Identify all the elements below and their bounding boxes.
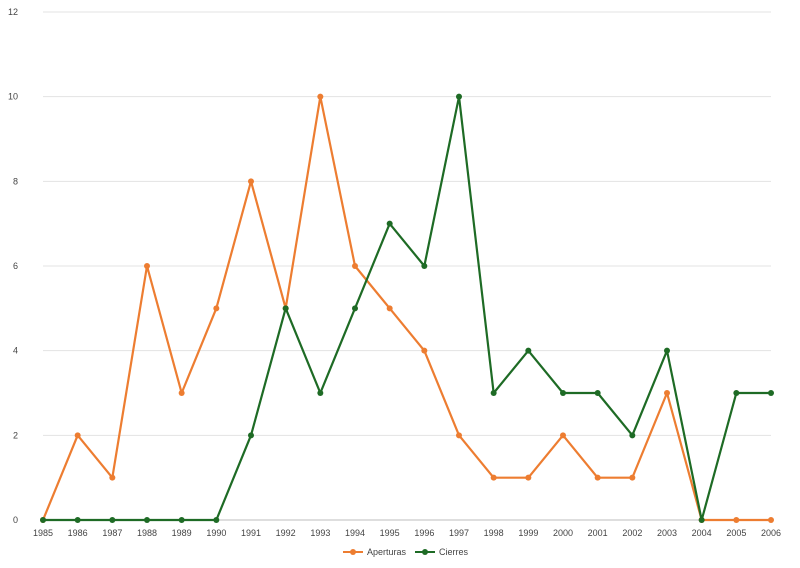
data-point — [213, 517, 220, 523]
data-point — [490, 474, 497, 481]
data-point — [317, 93, 324, 100]
y-tick-label: 8 — [13, 176, 18, 186]
data-point — [178, 390, 185, 396]
x-tick-label: 2003 — [657, 528, 677, 538]
x-tick-label: 2002 — [622, 528, 642, 538]
y-axis-ticks: 0 2 4 6 8 10 12 — [8, 7, 18, 525]
data-point — [664, 390, 670, 396]
data-point — [40, 517, 46, 523]
data-point — [144, 517, 150, 523]
series-line — [41, 95, 773, 522]
x-tick-label: 2005 — [726, 528, 746, 538]
data-point — [178, 517, 185, 523]
y-tick-label: 6 — [13, 261, 18, 271]
data-point — [352, 305, 358, 312]
y-tick-label: 10 — [8, 92, 18, 102]
x-tick-label: 1987 — [102, 528, 122, 538]
data-point — [282, 305, 289, 312]
x-tick-label: 1985 — [33, 528, 53, 538]
x-tick-label: 2000 — [553, 528, 573, 538]
x-tick-label: 2001 — [588, 528, 608, 538]
series-line — [41, 95, 773, 522]
x-tick-label: 1998 — [484, 528, 504, 538]
data-point — [386, 305, 393, 312]
gridlines — [43, 11, 771, 521]
data-point — [664, 347, 670, 354]
y-tick-label: 4 — [13, 346, 18, 356]
series-cierres — [40, 93, 774, 523]
data-point — [594, 474, 601, 481]
data-point — [733, 517, 740, 523]
legend-item: Aperturas — [343, 547, 407, 557]
data-point — [109, 474, 116, 481]
data-point — [456, 93, 462, 100]
data-point — [490, 390, 497, 396]
legend-marker — [350, 549, 356, 555]
data-point — [629, 432, 636, 439]
data-point — [456, 432, 462, 439]
data-point — [594, 390, 601, 396]
data-point — [109, 517, 116, 523]
data-point — [560, 432, 566, 439]
series-aperturas — [40, 93, 774, 523]
data-point — [733, 390, 740, 396]
x-tick-label: 1992 — [276, 528, 296, 538]
data-point — [213, 305, 220, 312]
x-tick-label: 2004 — [692, 528, 712, 538]
data-point — [144, 263, 150, 269]
data-point — [421, 347, 428, 354]
x-tick-label: 1996 — [414, 528, 434, 538]
data-point — [768, 390, 774, 396]
series-lines — [40, 93, 774, 523]
x-tick-label: 1989 — [172, 528, 192, 538]
x-tick-label: 1993 — [310, 528, 330, 538]
x-tick-label: 1988 — [137, 528, 157, 538]
x-tick-label: 1999 — [518, 528, 538, 538]
legend-marker — [422, 549, 428, 555]
legend-label: Aperturas — [367, 547, 407, 557]
x-tick-label: 1997 — [449, 528, 469, 538]
y-tick-label: 12 — [8, 7, 18, 17]
x-tick-label: 2006 — [761, 528, 781, 538]
data-point — [248, 432, 254, 439]
legend-label: Cierres — [439, 547, 469, 557]
data-point — [629, 474, 636, 481]
data-point — [525, 347, 532, 354]
data-point — [525, 474, 532, 481]
legend: Aperturas Cierres — [343, 547, 469, 557]
data-point — [317, 390, 324, 396]
x-tick-label: 1994 — [345, 528, 365, 538]
legend-item: Cierres — [415, 547, 469, 557]
x-tick-label: 1986 — [68, 528, 88, 538]
data-point — [386, 220, 393, 227]
data-point — [698, 517, 705, 523]
x-axis-ticks: 1985 1986 1987 1988 1989 1990 1991 1992 1993 1994… — [33, 528, 781, 538]
data-point — [768, 517, 774, 523]
x-tick-label: 1995 — [380, 528, 400, 538]
y-tick-label: 0 — [13, 515, 18, 525]
data-point — [74, 432, 81, 439]
data-point — [421, 263, 428, 269]
x-tick-label: 1991 — [241, 528, 261, 538]
y-tick-label: 2 — [13, 430, 18, 440]
data-point — [248, 178, 254, 185]
data-point — [560, 390, 566, 396]
data-point — [74, 517, 81, 523]
data-point — [352, 263, 358, 269]
x-tick-label: 1990 — [206, 528, 226, 538]
